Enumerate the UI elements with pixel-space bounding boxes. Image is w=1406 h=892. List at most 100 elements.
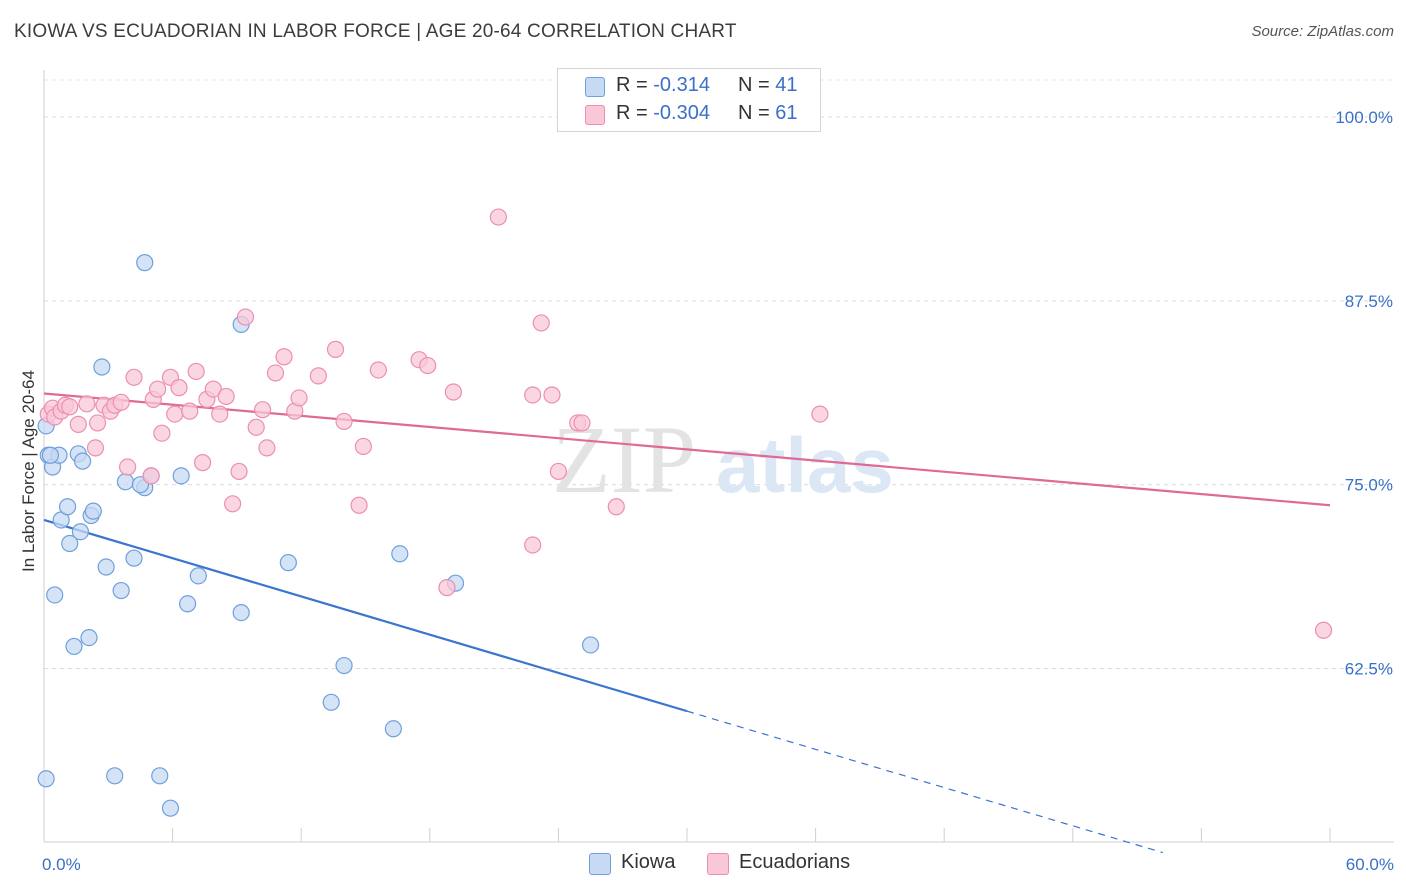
- kiowa-swatch: [585, 77, 605, 97]
- kiowa-point-38: [37, 770, 55, 788]
- ecuadorians-point-40: [309, 367, 327, 385]
- kiowa-point-3: [46, 586, 64, 604]
- y-tick-label-3: 62.5%: [1345, 659, 1393, 678]
- ecuadorians-point-52: [524, 386, 542, 404]
- kiowa-point-27: [179, 595, 197, 613]
- ecuadorians-legend-swatch: [707, 853, 729, 875]
- ecuadorians-point-7: [78, 395, 96, 413]
- kiowa-n: N = 41: [738, 74, 798, 97]
- n-label: N =: [738, 102, 770, 124]
- ecuadorians-point-34: [254, 401, 272, 419]
- ecuadorians-point-57: [573, 414, 591, 432]
- ecuadorians-point-49: [444, 383, 462, 401]
- kiowa-point-22: [136, 254, 154, 272]
- ecuadorians-point-35: [258, 439, 276, 457]
- r-label: R =: [616, 102, 648, 124]
- ecuadorians-point-18: [148, 380, 167, 398]
- kiowa-point-26: [172, 467, 190, 485]
- ecuadorians-point-44: [354, 437, 372, 456]
- ecuadorians-r: R = -0.304: [616, 102, 710, 125]
- ecuadorians-point-37: [275, 348, 293, 366]
- ecuadorians-point-58: [607, 498, 625, 516]
- kiowa-point-29: [232, 604, 250, 622]
- kiowa-point-35: [391, 545, 409, 563]
- kiowa-point-11: [73, 452, 92, 470]
- ecuadorians-point-31: [230, 462, 248, 481]
- watermark: ZIP atlas: [552, 406, 894, 513]
- x-tick-label-1: 60.0%: [1346, 855, 1394, 874]
- ecuadorians-r-value: -0.304: [653, 102, 710, 124]
- source-note: Source: ZipAtlas.com: [1251, 23, 1394, 40]
- data-points: [37, 208, 1333, 817]
- kiowa-point-10: [71, 523, 90, 541]
- ecuadorians-point-59: [811, 405, 829, 423]
- kiowa-trend-line: [43, 518, 688, 713]
- ecuadorians-point-50: [489, 208, 507, 226]
- y-tick-label-1: 87.5%: [1345, 292, 1393, 311]
- ecuadorians-point-47: [419, 356, 437, 375]
- ecuadorians-point-6: [69, 415, 87, 433]
- ecuadorians-point-14: [118, 458, 137, 476]
- ecuadorians-legend-label: Ecuadorians: [739, 851, 851, 873]
- kiowa-point-14: [84, 502, 102, 520]
- kiowa-point-24: [151, 767, 169, 785]
- ecuadorians-point-54: [543, 386, 561, 404]
- kiowa-n-value: 41: [775, 74, 798, 96]
- kiowa-point-7: [61, 534, 79, 553]
- kiowa-point-25: [161, 799, 180, 817]
- legend-row-kiowa: R = -0.314 N = 41: [558, 73, 820, 99]
- kiowa-point-34: [384, 720, 402, 738]
- kiowa-point-8: [65, 637, 83, 656]
- kiowa-point-37: [581, 636, 600, 654]
- kiowa-point-40: [41, 446, 60, 464]
- ecuadorians-point-51: [524, 536, 542, 554]
- kiowa-r: R = -0.314: [616, 74, 710, 97]
- ecuadorians-point-13: [112, 393, 130, 411]
- ecuadorians-point-53: [532, 314, 550, 332]
- n-label: N =: [738, 74, 770, 96]
- kiowa-point-12: [80, 629, 98, 647]
- stats-legend: R = -0.314 N = 41 R = -0.304 N = 61: [557, 68, 821, 132]
- x-tick-label-0: 0.0%: [42, 855, 81, 874]
- ecuadorians-point-5: [61, 398, 79, 416]
- r-label: R =: [616, 74, 648, 96]
- chart-title: KIOWA VS ECUADORIAN IN LABOR FORCE | AGE…: [14, 21, 737, 42]
- ecuadorians-point-22: [170, 379, 188, 397]
- ecuadorians-point-33: [247, 418, 265, 436]
- ecuadorians-n-value: 61: [775, 102, 798, 124]
- ecuadorians-point-42: [335, 412, 353, 431]
- kiowa-legend-swatch: [589, 853, 611, 875]
- ecuadorians-point-30: [224, 495, 242, 513]
- kiowa-point-32: [322, 693, 340, 711]
- ecuadorians-point-41: [326, 340, 345, 358]
- y-axis-label: In Labor Force | Age 20-64: [19, 370, 38, 572]
- ecuadorians-point-60: [1314, 621, 1333, 639]
- y-tick-label-0: 100.0%: [1335, 108, 1393, 127]
- ecuadorians-n: N = 61: [738, 102, 798, 125]
- y-tick-label-2: 75.0%: [1345, 476, 1393, 495]
- ecuadorians-point-27: [204, 380, 222, 398]
- kiowa-point-28: [189, 567, 207, 585]
- ecuadorians-point-9: [88, 414, 107, 432]
- ecuadorians-point-8: [86, 439, 105, 457]
- kiowa-point-16: [97, 558, 115, 576]
- ecuadorians-point-36: [266, 364, 285, 382]
- ecuadorians-point-39: [290, 389, 308, 407]
- kiowa-point-31: [279, 554, 297, 572]
- kiowa-point-15: [93, 358, 111, 376]
- ecuadorians-point-28: [211, 405, 229, 423]
- kiowa-r-value: -0.314: [653, 74, 710, 96]
- ecuadorians-point-29: [217, 387, 235, 406]
- kiowa-point-20: [125, 549, 143, 567]
- kiowa-legend-label: Kiowa: [621, 851, 676, 873]
- ecuadorians-point-23: [181, 402, 199, 420]
- ecuadorians-point-48: [438, 579, 456, 597]
- kiowa-point-18: [112, 581, 130, 600]
- ecuadorians-point-19: [153, 424, 171, 442]
- ecuadorians-point-15: [125, 368, 143, 386]
- kiowa-point-17: [106, 767, 124, 785]
- ecuadorians-point-16: [142, 467, 160, 485]
- kiowa-trend-extension: [686, 710, 1163, 854]
- kiowa-point-19: [116, 473, 135, 491]
- ecuadorians-point-55: [549, 462, 568, 481]
